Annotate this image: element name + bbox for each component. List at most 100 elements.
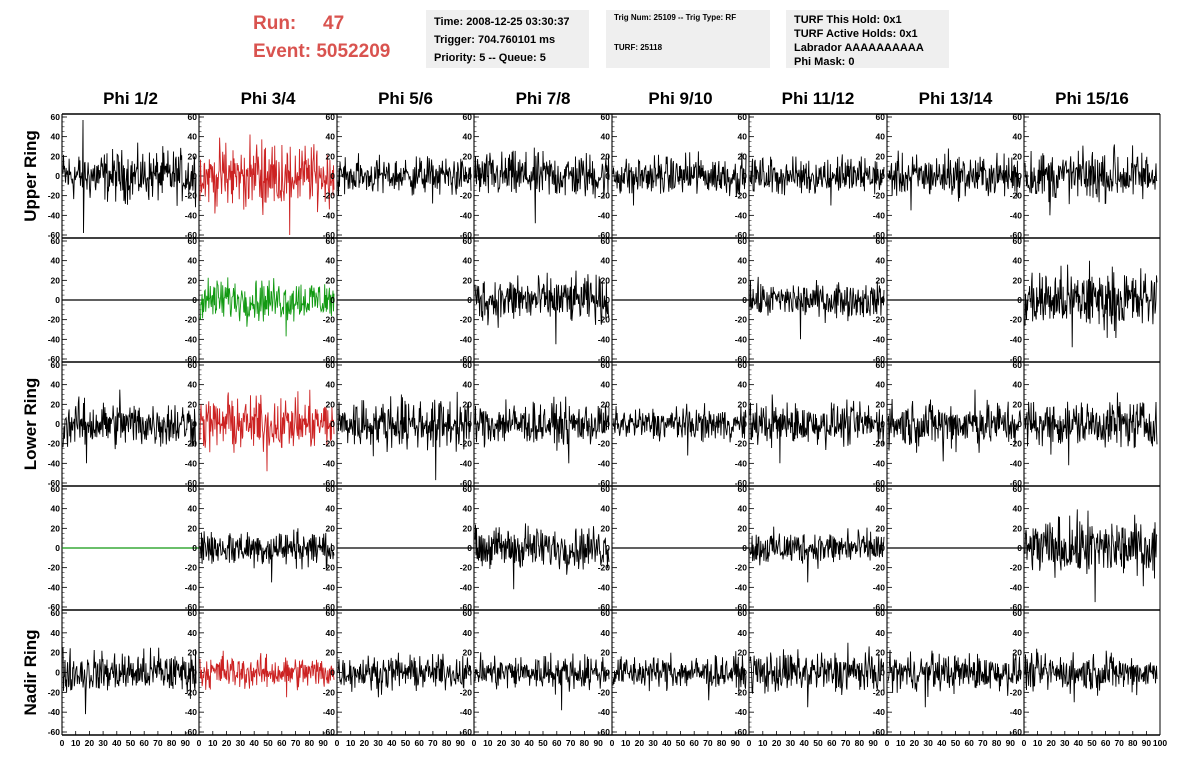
x-tick-label: 90 (1142, 738, 1152, 748)
x-tick-label: 90 (868, 738, 878, 748)
y-tick-label: -40 (460, 210, 473, 220)
y-tick-label: -60 (185, 354, 198, 364)
y-tick-label: -20 (1010, 687, 1023, 697)
y-tick-label: 20 (876, 275, 886, 285)
y-tick-label: 40 (188, 504, 198, 514)
y-tick-label: -60 (873, 230, 886, 240)
y-tick-label: 20 (1013, 399, 1023, 409)
y-tick-label: 20 (188, 399, 198, 409)
waveform-panel: 60 40 20 0 -20 -40 -60 (185, 484, 335, 612)
x-tick-label: 20 (360, 738, 370, 748)
y-tick-label: 20 (876, 523, 886, 533)
y-tick-label: -20 (598, 315, 611, 325)
y-tick-label: 0 (467, 295, 472, 305)
y-tick-label: -20 (323, 315, 336, 325)
y-tick-label: 0 (1017, 543, 1022, 553)
waveform-trace (199, 389, 335, 472)
y-tick-label: -60 (323, 354, 336, 364)
y-tick-label: -40 (185, 334, 198, 344)
y-tick-label: 40 (601, 504, 611, 514)
x-tick-label: 10 (896, 738, 906, 748)
y-tick-label: 20 (601, 151, 611, 161)
y-tick-label: -60 (48, 354, 61, 364)
waveform-panel: 60 40 20 0 -20 -40 -60 (873, 236, 1024, 364)
y-tick-label: 60 (1013, 608, 1023, 618)
y-tick-label: -40 (873, 458, 886, 468)
waveform-trace (749, 154, 885, 206)
turf-active-line: TURF Active Holds: 0x1 (794, 28, 918, 40)
y-tick-label: -20 (460, 439, 473, 449)
y-tick-label: 20 (1013, 648, 1023, 658)
y-tick-label: -60 (185, 602, 198, 612)
y-tick-label: 0 (55, 295, 60, 305)
waveform-panel: 60 40 20 0 -20 -40 -60 (323, 484, 474, 612)
y-tick-label: -20 (735, 563, 748, 573)
y-tick-label: 0 (55, 419, 60, 429)
waveform-panel: 60 40 20 0 -20 -40 -60 (323, 608, 472, 737)
y-tick-label: 0 (605, 668, 610, 678)
y-tick-label: 0 (467, 668, 472, 678)
y-tick-label: 20 (463, 399, 473, 409)
y-tick-label: 60 (188, 236, 198, 246)
x-tick-label: 40 (387, 738, 397, 748)
y-tick-label: -40 (48, 458, 61, 468)
y-tick-label: 60 (326, 608, 336, 618)
y-tick-label: -40 (1010, 582, 1023, 592)
y-tick-label: 20 (738, 275, 748, 285)
y-tick-label: -40 (1010, 707, 1023, 717)
waveform-trace (1024, 509, 1158, 603)
y-tick-label: -40 (323, 458, 336, 468)
x-tick-label: 70 (566, 738, 576, 748)
y-tick-label: 40 (463, 132, 473, 142)
y-tick-label: 60 (601, 112, 611, 122)
waveform-trace (749, 526, 885, 583)
waveform-panel: 60 40 20 0 -20 -40 -60 (1010, 484, 1158, 612)
x-tick-label: 10 (483, 738, 493, 748)
y-tick-label: -60 (735, 478, 748, 488)
waveform-trace (199, 277, 335, 337)
run-line: Run: 47 (253, 10, 390, 38)
x-tick-label: 20 (772, 738, 782, 748)
y-tick-label: 0 (330, 668, 335, 678)
x-tick-label: 10 (1033, 738, 1043, 748)
x-tick-label: 50 (813, 738, 823, 748)
x-tick-label: 50 (538, 738, 548, 748)
y-tick-label: 40 (51, 628, 61, 638)
y-tick-label: -60 (735, 354, 748, 364)
y-tick-label: 40 (876, 628, 886, 638)
x-tick-label: 50 (401, 738, 411, 748)
run-event-block: Run: 47 Event: 5052209 (253, 10, 390, 66)
y-tick-label: -60 (598, 354, 611, 364)
x-tick-label: 90 (318, 738, 328, 748)
y-tick-label: 20 (463, 151, 473, 161)
waveform-panel: 60 40 20 0 -20 -40 -60 (48, 236, 199, 364)
x-tick-label: 0 (472, 738, 477, 748)
y-tick-label: 0 (605, 171, 610, 181)
y-tick-label: -60 (873, 354, 886, 364)
y-tick-label: -60 (323, 478, 336, 488)
waveform-trace (199, 528, 335, 583)
waveform-panel: 60 40 20 0 -20 -40 -60 (735, 484, 885, 612)
y-tick-label: -40 (323, 582, 336, 592)
y-tick-label: 40 (326, 628, 336, 638)
y-tick-label: 60 (738, 484, 748, 494)
y-tick-label: -20 (48, 687, 61, 697)
y-tick-label: -40 (1010, 334, 1023, 344)
y-tick-label: 60 (326, 360, 336, 370)
y-tick-label: 0 (192, 295, 197, 305)
y-tick-label: 20 (188, 275, 198, 285)
y-tick-label: -40 (735, 458, 748, 468)
turf-hold-line: TURF This Hold: 0x1 (794, 14, 902, 26)
y-tick-label: 0 (1017, 668, 1022, 678)
y-tick-label: 60 (188, 484, 198, 494)
x-tick-label: 90 (181, 738, 191, 748)
trig-line: Trig Num: 25109 -- Trig Type: RF (614, 13, 737, 22)
y-tick-label: -40 (460, 458, 473, 468)
y-tick-label: -60 (48, 230, 61, 240)
y-tick-label: 60 (876, 112, 886, 122)
y-tick-label: -20 (598, 439, 611, 449)
y-tick-label: 0 (330, 171, 335, 181)
y-tick-label: -60 (323, 602, 336, 612)
y-tick-label: -60 (185, 727, 198, 737)
y-tick-label: -40 (185, 582, 198, 592)
